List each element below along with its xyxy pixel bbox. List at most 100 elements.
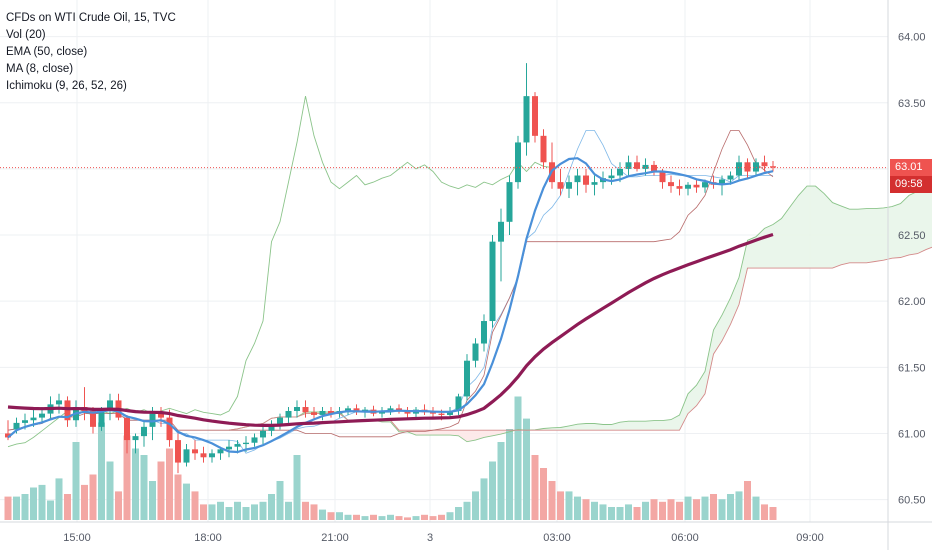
- volume-bar: [702, 497, 709, 520]
- cloud-segment: [722, 298, 731, 341]
- candle-body: [286, 411, 292, 418]
- legend-item-volume[interactable]: Vol (20): [6, 27, 176, 44]
- candle-body: [209, 453, 215, 457]
- candle-body: [490, 242, 496, 321]
- cloud-segment: [816, 186, 825, 268]
- cloud-segment: [918, 185, 927, 253]
- candle-body: [464, 361, 470, 397]
- cloud-segment: [875, 208, 884, 262]
- volume-bar: [370, 515, 377, 520]
- volume-bar: [481, 478, 488, 520]
- candle-body: [39, 414, 45, 418]
- cloud-segment: [603, 425, 612, 431]
- volume-bar: [430, 516, 437, 520]
- volume-bar: [532, 455, 539, 520]
- candle-body: [541, 136, 547, 162]
- cloud-segment: [773, 219, 782, 269]
- candle-body: [192, 449, 198, 453]
- volume-bar: [693, 499, 700, 520]
- cloud-segment: [654, 421, 663, 431]
- cloud-segment: [901, 195, 910, 257]
- volume-bar: [311, 504, 318, 520]
- volume-bar: [574, 497, 581, 520]
- volume-bar: [727, 494, 734, 520]
- volume-bar: [30, 488, 37, 521]
- candle-body: [311, 412, 317, 415]
- volume-bar: [557, 491, 564, 520]
- legend-item-ma[interactable]: MA (8, close): [6, 61, 176, 78]
- candle-body: [481, 321, 487, 343]
- cloud-segment: [663, 420, 672, 431]
- legend-item-ema[interactable]: EMA (50, close): [6, 44, 176, 61]
- cloud-segment: [442, 430, 451, 435]
- candle-body: [770, 166, 776, 167]
- candle-body: [566, 182, 572, 189]
- volume-bar: [39, 485, 46, 520]
- candle-body: [592, 182, 598, 185]
- cloud-segment: [833, 203, 842, 268]
- cloud-segment: [620, 421, 629, 430]
- volume-bar: [353, 515, 360, 520]
- volume-bar: [277, 481, 284, 520]
- volume-bar: [200, 504, 207, 520]
- volume-bar: [149, 481, 156, 520]
- volume-bar: [634, 507, 641, 520]
- cloud-segment: [765, 224, 774, 268]
- volume-bar: [600, 504, 607, 520]
- y-tick-label: 61.50: [898, 362, 926, 374]
- volume-bar: [676, 502, 683, 520]
- ichimoku-conversion-line: [8, 131, 773, 454]
- volume-bar: [685, 497, 692, 520]
- volume-bar: [362, 516, 369, 520]
- cloud-segment: [637, 421, 646, 430]
- y-tick-label: 62.00: [898, 296, 926, 308]
- legend-item-ichimoku[interactable]: Ichimoku (9, 26, 52, 26): [6, 78, 176, 95]
- cloud-segment: [756, 228, 765, 268]
- candle-body: [303, 407, 309, 412]
- candle-body: [609, 176, 615, 179]
- volume-bar: [22, 494, 29, 520]
- volume-bar: [736, 491, 743, 520]
- volume-bar: [379, 516, 386, 520]
- volume-bar: [464, 502, 471, 520]
- cloud-segment: [824, 193, 833, 268]
- volume-bar: [447, 512, 454, 520]
- volume-bar: [617, 507, 624, 520]
- candle-body: [252, 437, 258, 442]
- volume-bar: [489, 462, 496, 521]
- volume-bar: [107, 462, 114, 521]
- cloud-segment: [646, 421, 655, 431]
- cloud-segment: [629, 421, 638, 430]
- volume-bar: [90, 475, 97, 521]
- last-price-tag: 63.01: [890, 159, 932, 176]
- volume-bar: [47, 501, 54, 521]
- volume-bar: [141, 455, 148, 520]
- volume-bar: [64, 494, 71, 520]
- candle-body: [201, 453, 207, 457]
- volume-bar: [234, 502, 241, 520]
- cloud-segment: [867, 209, 876, 263]
- candle-body: [617, 169, 623, 176]
- cloud-segment: [433, 430, 442, 435]
- volume-bar: [81, 485, 88, 520]
- candle-body: [694, 185, 700, 188]
- cloud-segment: [799, 186, 808, 268]
- y-tick-label: 64.00: [898, 32, 926, 44]
- volume-bar: [583, 499, 590, 520]
- cloud-segment: [731, 277, 740, 324]
- candle-body: [575, 176, 581, 183]
- volume-bar: [158, 462, 165, 521]
- volume-bar: [710, 494, 717, 520]
- volume-bar: [549, 481, 556, 520]
- candle-body: [524, 96, 530, 142]
- x-tick-label: 21:00: [321, 532, 349, 544]
- cloud-segment: [697, 371, 706, 405]
- volume-bar: [56, 478, 63, 520]
- candle-body: [583, 176, 589, 185]
- cloud-segment: [841, 206, 850, 265]
- volume-bar: [642, 502, 649, 520]
- x-tick-label: 09:00: [796, 532, 824, 544]
- volume-bar: [166, 449, 173, 521]
- cloud-segment: [909, 191, 918, 254]
